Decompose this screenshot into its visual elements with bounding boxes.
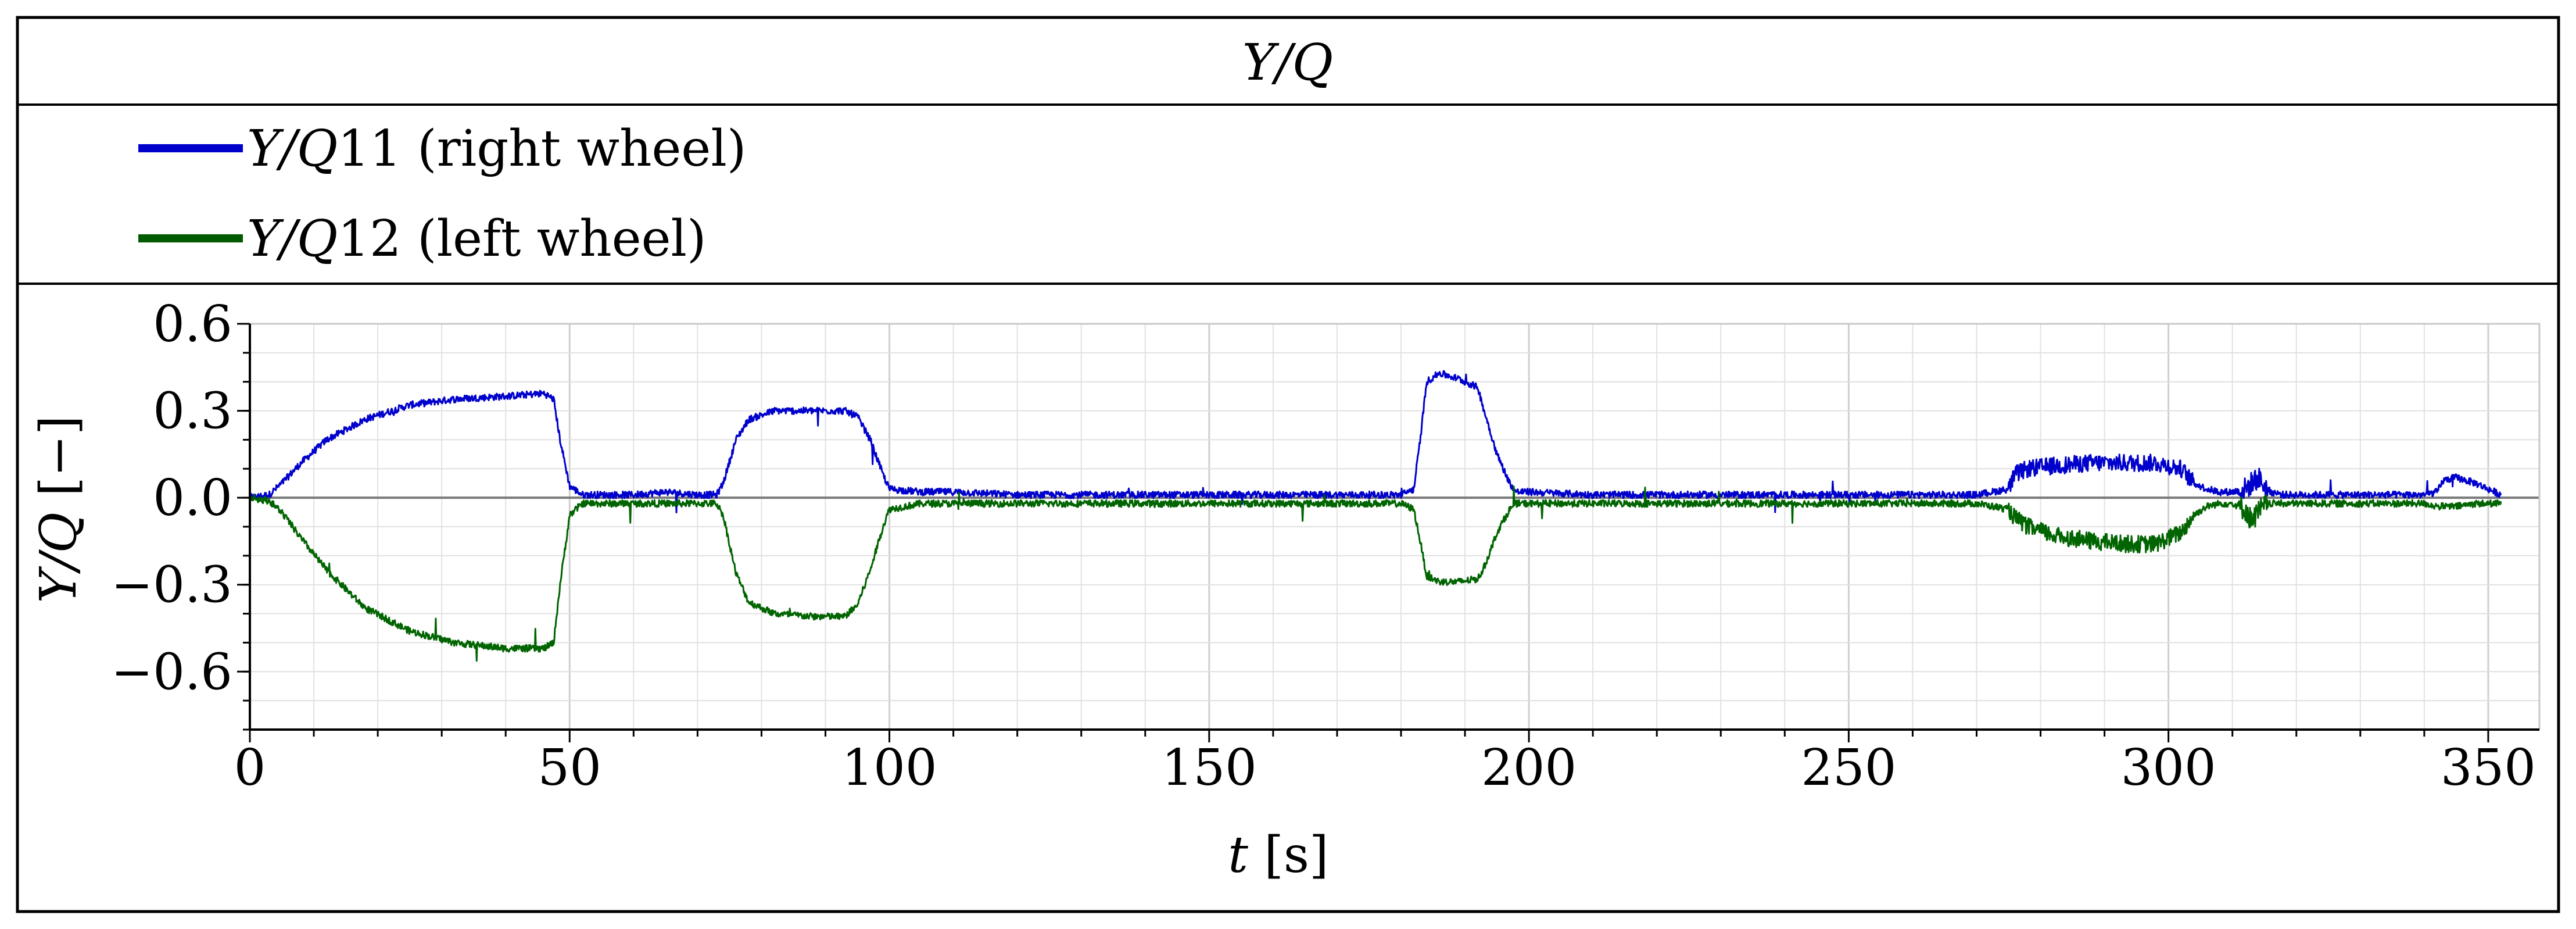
x-axis-label-italic: t xyxy=(1228,826,1248,884)
y-tick-label: −0.3 xyxy=(111,556,232,614)
axes: 0 50 100 150 200 250 300 350 0.6 0.3 0.0 −0.3 −0.6 xyxy=(111,295,2539,797)
y-tick-label: 0.3 xyxy=(153,383,232,441)
y-axis-label: Y/Q [−] xyxy=(30,416,88,603)
legend-label-right-wheel-italic: Y/Q xyxy=(247,120,338,178)
legend-label-left-wheel: Y/Q12 (left wheel) xyxy=(247,210,707,268)
y-axis-label-rest: [−] xyxy=(30,416,88,513)
x-tick-label: 200 xyxy=(1481,739,1577,797)
chart-title: Y/Q xyxy=(1242,34,1333,92)
x-tick-label: 0 xyxy=(234,739,266,797)
series-line-right-wheel xyxy=(249,370,2502,513)
x-axis-label-rest: [s] xyxy=(1248,826,1329,884)
series-layer xyxy=(249,370,2502,662)
x-axis-label: t [s] xyxy=(1228,826,1328,884)
grid xyxy=(249,323,2539,730)
x-tick-label: 250 xyxy=(1801,739,1896,797)
x-tick-label: 100 xyxy=(841,739,937,797)
y-axis-label-italic: Y/Q xyxy=(30,512,88,603)
y-tick-label: 0.0 xyxy=(153,469,232,527)
legend-label-right-wheel-rest: 11 (right wheel) xyxy=(338,120,746,178)
x-tick-label: 300 xyxy=(2121,739,2216,797)
y-tick-label: −0.6 xyxy=(111,643,232,701)
legend: Y/Q11 (right wheel) Y/Q12 (left wheel) xyxy=(138,120,746,268)
legend-label-left-wheel-rest: 12 (left wheel) xyxy=(338,210,706,268)
x-tick-label: 350 xyxy=(2441,739,2536,797)
series-line-left-wheel xyxy=(249,485,2502,662)
y-tick-label: 0.6 xyxy=(153,295,232,353)
x-tick-label: 150 xyxy=(1162,739,1257,797)
legend-label-left-wheel-italic: Y/Q xyxy=(247,210,338,268)
x-tick-label: 50 xyxy=(538,739,601,797)
legend-label-right-wheel: Y/Q11 (right wheel) xyxy=(247,120,746,178)
